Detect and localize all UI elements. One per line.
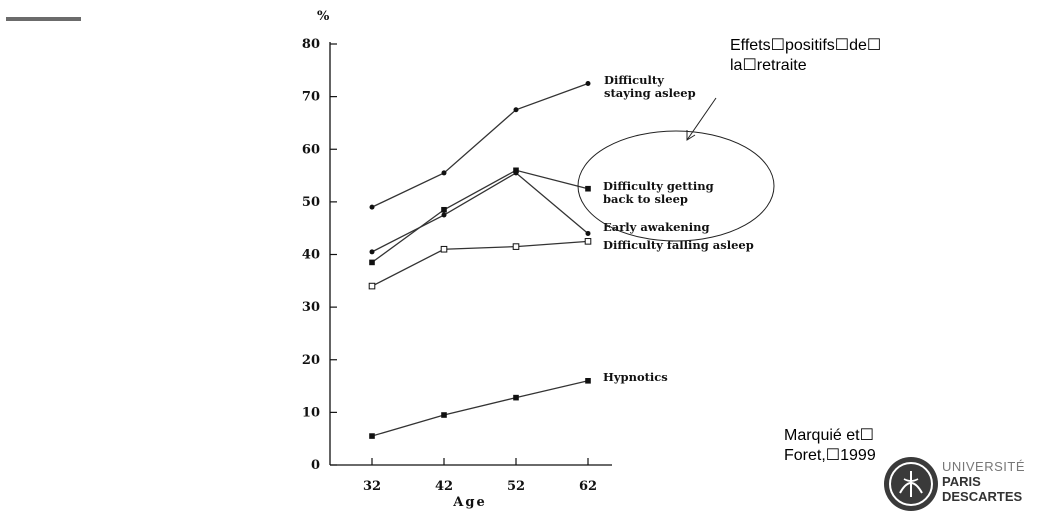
data-point (513, 394, 519, 401)
university-logo: UNIVERSITÉ PARIS DESCARTES (880, 445, 1040, 521)
series-label-line: Difficulty getting (603, 179, 714, 193)
x-tick-label: 32 (363, 479, 381, 494)
logo-line-universite: UNIVERSITÉ (942, 459, 1026, 474)
series-label: Hypnotics (603, 370, 668, 384)
series-label-line: Early awakening (603, 220, 710, 234)
logo-line-paris: PARIS (942, 474, 981, 489)
y-axis-label: % (317, 9, 330, 24)
x-axis-label: Age (452, 495, 486, 510)
y-tick-label: 40 (302, 248, 320, 263)
effects-annotation-line-2: la☐retraite (730, 57, 807, 74)
series-line (371, 169, 589, 263)
x-tick-label: 62 (579, 479, 597, 494)
tick-labels: 0 10 20 30 40 50 60 70 80 32 42 52 62% Age (302, 9, 597, 510)
university-name: UNIVERSITÉ PARIS DESCARTES (942, 459, 1025, 504)
data-point (584, 238, 592, 245)
series-label-line: Hypnotics (603, 370, 668, 384)
annotation-arrow-head (686, 130, 696, 141)
y-tick-label: 50 (302, 195, 320, 210)
data-point (585, 378, 591, 384)
effects-annotation: Effets☐positifs☐de☐ la☐retraite (730, 36, 881, 76)
data-point (513, 170, 519, 176)
series-line (371, 240, 589, 287)
data-point (585, 230, 591, 236)
data-point (440, 245, 448, 253)
citation-line-1: Marquié et☐ (784, 427, 874, 444)
data-point (585, 185, 591, 192)
data-point (441, 212, 447, 218)
y-tick-label: 80 (302, 37, 320, 52)
data-point (368, 282, 376, 290)
y-tick-label: 10 (302, 405, 320, 420)
chart-series (368, 80, 592, 439)
series-label: Difficulty falling asleep (603, 238, 754, 252)
series-line (371, 82, 589, 208)
series-line (371, 380, 589, 437)
data-point (369, 249, 375, 255)
data-point (512, 243, 520, 250)
data-point (369, 433, 375, 439)
logo-line-descartes: DESCARTES (942, 489, 1023, 504)
data-point (441, 412, 447, 418)
series-label-line: staying asleep (604, 86, 696, 100)
highlight-ellipse (577, 130, 775, 242)
citation-line-2: Foret,☐1999 (784, 447, 876, 464)
effects-annotation-line-1: Effets☐positifs☐de☐ (730, 37, 882, 54)
chart-axes (329, 42, 612, 466)
series-label: Early awakening (603, 220, 710, 234)
series-label: Difficulty staying asleep (604, 73, 696, 100)
data-point (441, 170, 447, 176)
citation: Marquié et☐ Foret,☐1999 (784, 426, 876, 466)
data-point (369, 259, 375, 266)
y-tick-label: 0 (311, 458, 320, 473)
data-point (441, 206, 447, 213)
data-point (513, 167, 519, 174)
y-tick-label: 70 (302, 90, 320, 105)
series-label: Difficulty getting back to sleep (603, 179, 714, 206)
y-tick-label: 60 (302, 142, 320, 157)
series-label-line: Difficulty falling asleep (603, 238, 754, 252)
data-point (369, 204, 375, 210)
x-tick-label: 42 (435, 479, 453, 494)
series-label-line: back to sleep (603, 192, 688, 206)
series-label-line: Difficulty (604, 73, 664, 87)
y-tick-label: 20 (302, 353, 320, 368)
title-rule (6, 17, 81, 21)
y-tick-label: 30 (302, 300, 320, 315)
annotation-arrow-line (686, 97, 717, 141)
series-line (371, 172, 589, 253)
data-point (585, 80, 591, 86)
x-tick-label: 52 (507, 479, 525, 494)
university-seal-icon (884, 457, 938, 511)
data-point (513, 107, 519, 113)
series-labels: Difficulty staying asleep Difficulty getti… (603, 73, 754, 384)
